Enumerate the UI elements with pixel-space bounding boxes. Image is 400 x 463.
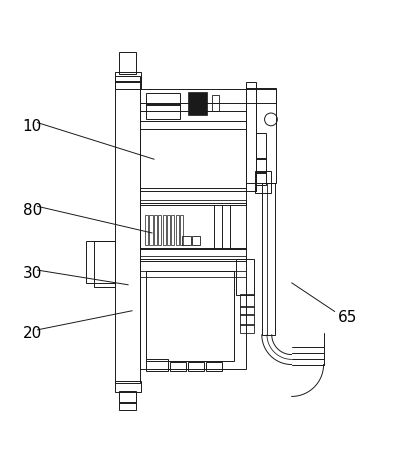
Bar: [256, 159, 266, 174]
Bar: [116, 76, 140, 383]
Bar: [240, 294, 254, 307]
Bar: [262, 184, 274, 335]
Bar: [115, 382, 141, 393]
Bar: [176, 216, 179, 245]
Bar: [146, 94, 180, 106]
Bar: [149, 216, 152, 245]
Bar: [171, 216, 174, 245]
Bar: [140, 249, 246, 261]
Bar: [180, 216, 183, 245]
Bar: [188, 362, 204, 371]
Bar: [192, 237, 200, 245]
Text: 65: 65: [338, 310, 357, 325]
Bar: [115, 81, 141, 90]
Text: 20: 20: [23, 325, 42, 340]
Bar: [120, 52, 136, 75]
Bar: [170, 362, 186, 371]
Bar: [240, 314, 254, 325]
Bar: [255, 172, 271, 194]
Bar: [146, 360, 168, 371]
Bar: [240, 324, 254, 333]
Bar: [145, 216, 148, 245]
Bar: [94, 241, 116, 287]
Bar: [212, 96, 219, 112]
Bar: [158, 216, 161, 245]
Bar: [182, 237, 191, 245]
Bar: [188, 93, 207, 116]
Bar: [236, 259, 254, 295]
Bar: [120, 391, 136, 403]
Bar: [162, 216, 166, 245]
Bar: [256, 173, 266, 186]
Text: 10: 10: [23, 119, 42, 134]
Bar: [140, 259, 246, 369]
Bar: [246, 90, 276, 184]
Bar: [256, 134, 266, 160]
Bar: [146, 271, 234, 361]
Bar: [120, 402, 136, 410]
Bar: [86, 241, 116, 283]
Text: 80: 80: [23, 202, 42, 217]
Bar: [246, 88, 276, 104]
Bar: [146, 105, 180, 120]
Bar: [206, 362, 222, 371]
Bar: [246, 82, 256, 192]
Bar: [167, 216, 170, 245]
Bar: [115, 72, 141, 82]
Bar: [140, 204, 246, 250]
Bar: [154, 216, 157, 245]
Bar: [140, 189, 246, 206]
Text: 30: 30: [23, 266, 42, 281]
Bar: [240, 307, 254, 315]
Bar: [140, 90, 246, 192]
